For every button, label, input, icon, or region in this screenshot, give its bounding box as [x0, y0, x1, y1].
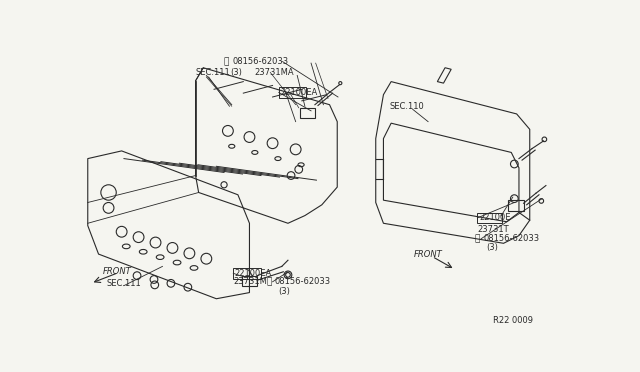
Bar: [242, 276, 257, 286]
Text: 08156-62033: 08156-62033: [232, 57, 289, 66]
Text: SEC.111: SEC.111: [196, 68, 230, 77]
Text: FRONT: FRONT: [103, 267, 132, 276]
Text: 23731T: 23731T: [477, 225, 509, 234]
Bar: [234, 268, 261, 279]
Text: (3): (3): [486, 243, 499, 253]
Text: 08156-62033: 08156-62033: [484, 234, 540, 243]
Text: SEC.110: SEC.110: [390, 102, 424, 111]
Text: FRONT: FRONT: [414, 250, 443, 259]
Text: Ⓑ: Ⓑ: [266, 277, 271, 286]
Text: (3): (3): [278, 286, 290, 295]
Bar: [477, 212, 502, 223]
Text: (3): (3): [230, 68, 242, 77]
Text: 22100EA: 22100EA: [235, 269, 272, 278]
Text: 08156-62033: 08156-62033: [275, 277, 331, 286]
Text: Ⓑ: Ⓑ: [223, 57, 229, 66]
Text: 23731MA: 23731MA: [254, 68, 294, 77]
Text: R22 0009: R22 0009: [493, 316, 532, 325]
Text: 23731M: 23731M: [234, 277, 267, 286]
Bar: [279, 87, 307, 98]
Bar: [300, 108, 315, 118]
Bar: [508, 200, 524, 211]
Text: Ⓑ: Ⓑ: [475, 234, 480, 243]
Text: 22100E: 22100E: [479, 214, 511, 222]
Text: 22100EA: 22100EA: [280, 88, 317, 97]
Text: SEC.111: SEC.111: [106, 279, 141, 288]
